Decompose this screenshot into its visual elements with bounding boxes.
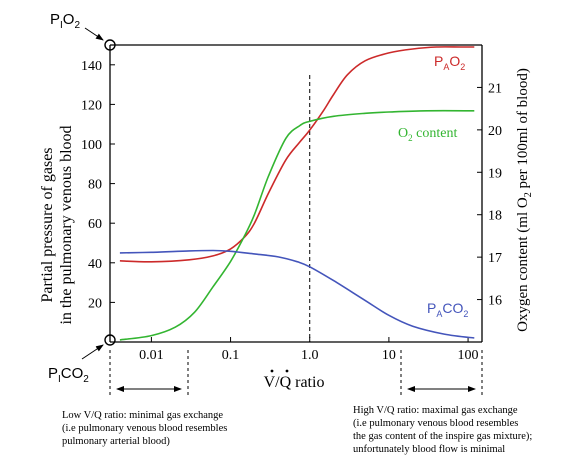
high-note-line4: unfortunately blood flow is minimal — [353, 444, 505, 455]
left-tick-label: 100 — [81, 138, 102, 153]
series-o2-content-line — [119, 109, 475, 341]
left-tick-label: 40 — [88, 257, 102, 272]
xlabel-text: V/Q ratio — [264, 374, 325, 391]
low-region-bracket — [109, 350, 189, 398]
left-y-ticks: 20 40 60 80 100 120 140 — [81, 59, 115, 311]
low-note-line3: pulmonary arterial blood) — [62, 436, 170, 447]
pico2-marker — [104, 334, 116, 346]
left-tick-label: 120 — [81, 98, 102, 113]
x-axis-label: V/Q ratio — [264, 369, 325, 391]
right-y-ticks: 16 17 18 19 20 21 — [477, 81, 502, 309]
pio2-label: PIO2 — [50, 11, 80, 31]
high-region-bracket — [400, 350, 483, 398]
pio2-marker — [104, 39, 116, 51]
high-note-line3: the gas content of the inspire gas mixtu… — [353, 431, 532, 442]
q-dot — [285, 369, 289, 373]
pico2-annotation: PICO2 — [48, 334, 116, 385]
low-note-line1: Low V/Q ratio: minimal gas exchange — [62, 410, 223, 421]
right-tick-label: 17 — [488, 251, 502, 266]
high-region-note: High V/Q ratio: maximal gas exchange (i.… — [353, 405, 532, 455]
v-dot — [270, 369, 274, 373]
right-tick-label: 21 — [488, 81, 502, 96]
pio2-arrow — [84, 27, 104, 41]
left-ylabel-line1: Partial pressure of gases — [39, 147, 56, 302]
series-paco2-line — [119, 249, 475, 339]
x-tick-label: 0.1 — [222, 348, 240, 363]
x-ticks: 0.01 0.1 1.0 10 100 — [139, 337, 479, 363]
high-note-line1: High V/Q ratio: maximal gas exchange — [353, 405, 518, 416]
left-ylabel-line2: in the pulmonary venous blood — [58, 125, 75, 324]
low-note-line2: (i.e pulmonary venous blood resembles — [62, 423, 227, 434]
left-tick-label: 140 — [81, 59, 102, 74]
pio2-annotation: PIO2 — [50, 11, 116, 51]
high-note-line2: (i.e pulmonary venous blood resembles — [353, 418, 518, 429]
x-tick-label: 1.0 — [301, 348, 319, 363]
pico2-label: PICO2 — [48, 365, 89, 385]
series-pao2-line — [119, 46, 475, 263]
x-tick-label: 10 — [382, 348, 396, 363]
x-tick-label: 0.01 — [139, 348, 164, 363]
low-region-note: Low V/Q ratio: minimal gas exchange (i.e… — [62, 410, 227, 447]
left-tick-label: 60 — [88, 217, 102, 232]
left-tick-label: 20 — [88, 296, 102, 311]
right-tick-label: 20 — [488, 124, 502, 139]
right-tick-label: 16 — [488, 294, 502, 309]
right-tick-label: 18 — [488, 209, 502, 224]
right-tick-label: 19 — [488, 166, 502, 181]
o2-content-series-label: O2 content — [398, 126, 457, 143]
left-tick-label: 80 — [88, 178, 102, 193]
pao2-series-label: PAO2 — [434, 53, 465, 72]
pico2-arrow — [81, 344, 104, 360]
x-tick-label: 100 — [458, 348, 479, 363]
right-ylabel: Oxygen content (ml O2 per 100ml of blood… — [515, 68, 534, 332]
plot-frame — [109, 44, 483, 343]
paco2-series-label: PACO2 — [427, 300, 468, 319]
